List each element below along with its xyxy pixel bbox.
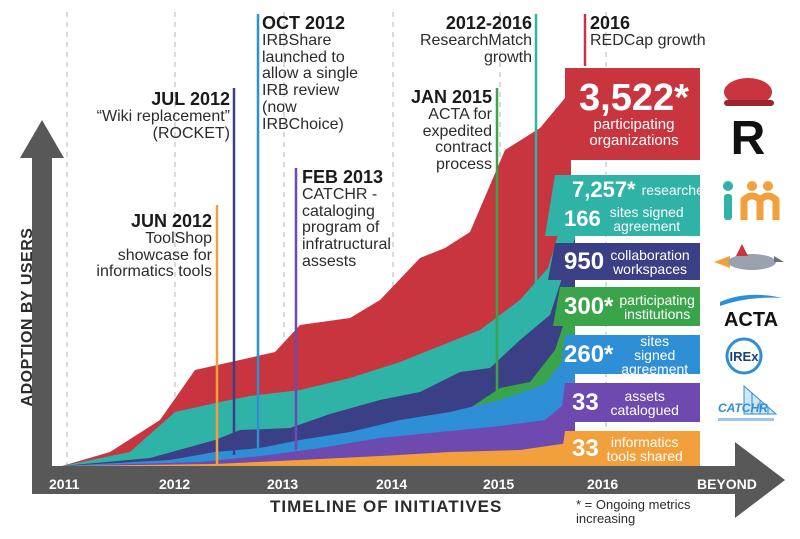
annotation-heading: JAN 2015 [410,87,492,107]
annotation-lines [215,14,587,466]
metric-value: 33 [572,389,599,416]
metric-value: 300* [564,293,614,320]
rm-person-icon [763,181,773,191]
annotation-heading: OCT 2012 [262,13,346,33]
box-bg-toolshop [560,431,700,466]
acta-text-icon: ACTA [724,309,778,330]
annotation-text: ACTA for expedited contract process [422,105,492,174]
metric-catchr: 33 assets catalogued [568,385,698,421]
metric-redcap: 3,522* participating organizations [568,70,700,158]
metric-researchmatch-researchers: 7,257* researchers [568,176,716,204]
tick-2015: 2015 [483,476,515,492]
metric-value: 7,257* [572,177,636,202]
area-irbshare [62,238,575,466]
metric-value: 950 [564,248,605,275]
metric-label: participating organizations [589,116,679,149]
box-bg-irbshare [548,243,700,280]
metric-value: 260* [564,341,614,368]
box-bg-researchmatch [545,175,700,236]
catchr-tagline-icon [718,418,774,421]
tick-2013: 2013 [267,476,299,492]
metric-toolshop: 33 informatics tools shared [568,432,698,466]
y-axis-arrowhead [20,120,64,158]
acta-swoosh-icon [720,294,782,306]
rocket-logo [712,240,784,280]
metric-label: informatics tools shared [606,434,683,464]
metric-irbshare: 950 collaboration workspaces [560,244,690,280]
rm-person-icon [747,181,757,191]
metric-label: participating institutions [619,292,695,322]
annotation-jan-2015: JAN 2015 ACTA for expedited contract pro… [398,88,492,174]
metric-acta: 300* participating institutions [560,289,695,325]
annotation-text: IRBShare launched to allow a single IRB … [262,31,359,133]
catchr-net-lines-icon [751,393,769,414]
annotation-oct-2012: OCT 2012 IRBShare launched to allow a si… [262,14,372,134]
irex-text-icon: IREx [730,349,760,364]
box-bg-irex [560,335,700,374]
metric-label: assets catalogued [610,388,679,418]
rocket-body-icon [728,254,776,270]
rocket-nose-icon [774,256,784,262]
metric-irex: 260* sites signed agreement [560,333,690,377]
rm-person-body-icon [724,194,732,220]
annotation-heading: JUN 2012 [130,211,212,231]
rocket-fin-icon [736,244,748,256]
acta-logo: ACTA [718,290,784,331]
annotation-heading: 2016 [590,13,631,33]
tick-2011: 2011 [49,476,80,492]
researchmatch-logo [716,178,780,226]
annotation-jun-2012: JUN 2012 ToolShop showcase for informati… [96,212,212,281]
annotation-text: ToolShop showcase for informatics tools [96,229,212,281]
footnote: * = Ongoing metrics increasing [576,497,691,526]
metric-value: 33 [572,435,599,462]
x-axis-arrow [32,442,785,518]
tick-2016: 2016 [587,476,619,492]
redcap-cap-brim-icon [724,100,774,106]
tick-beyond: BEYOND [697,476,757,492]
annotation-jul-2012: JUL 2012 “Wiki replacement” (ROCKET) [58,90,230,142]
annotation-heading: JUL 2012 [151,89,230,109]
annotation-heading: 2012-2016 [445,13,532,33]
irex-ring-icon [725,337,763,375]
catchr-text-icon: CATCHR [718,401,768,415]
annotation-feb-2013: FEB 2013 CATCHR - cataloging program of … [302,168,414,271]
redcap-cap-icon [724,78,772,106]
x-axis-label: TIMELINE OF INITIATIVES [270,497,503,516]
metric-value: 166 [564,206,601,231]
area-toolshop [62,442,575,466]
metric-label: researchers [641,182,716,198]
annotation-text: CATCHR - cataloging program of infratruc… [302,185,391,271]
tick-2012: 2012 [159,476,191,492]
annotation-text: ResearchMatch growth [419,31,532,66]
box-bg-acta [553,287,700,326]
annotation-redcap: 2016 REDCap growth [590,14,740,50]
metric-label: collaboration workspaces [610,247,690,277]
y-axis-label: ADOPTION BY USERS [19,227,36,407]
rm-person-icon [723,181,733,191]
rm-person-body-icon [740,192,780,220]
area-rocket [62,395,575,466]
y-axis-arrow [32,140,52,466]
metric-label: sites signed agreement [621,333,689,377]
tick-2014: 2014 [376,476,408,492]
catchr-logo: CATCHR [714,384,780,428]
redcap-r-icon: R [731,112,766,162]
irex-logo: IREx [722,336,766,376]
annotation-text: REDCap growth [590,31,706,49]
rocket-flame-icon [714,256,730,268]
redcap-logo: R [718,72,778,165]
annotation-heading: FEB 2013 [302,167,384,187]
metric-label: sites signed agreement [609,204,684,234]
box-bg-catchr [560,383,700,422]
annotation-text: “Wiki replacement” (ROCKET) [96,107,230,142]
metric-value: 3,522* [579,77,689,120]
annotation-researchmatch: 2012-2016 ResearchMatch growth [394,14,532,66]
box-bg-redcap [565,68,700,160]
metric-researchmatch-sites: 166 sites signed agreement [560,204,692,234]
